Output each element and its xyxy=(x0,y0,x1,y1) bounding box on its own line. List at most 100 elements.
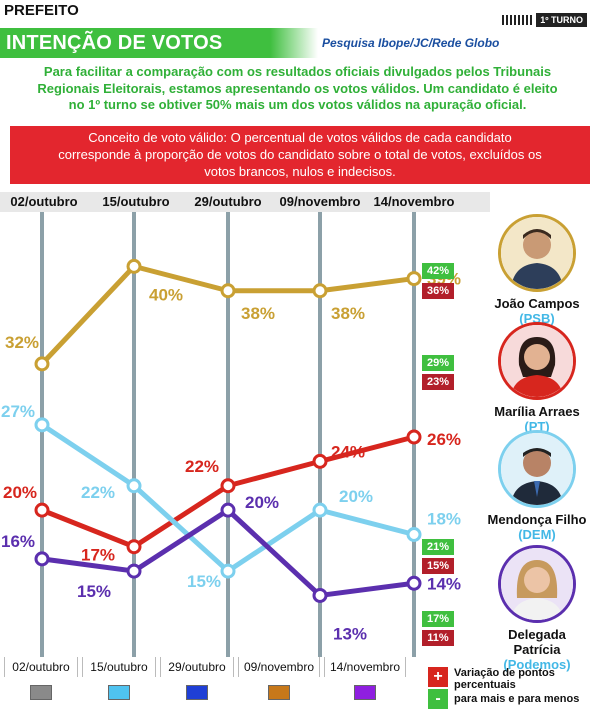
stripes-icon xyxy=(502,15,533,25)
variation-text: Variação de pontos percentuais xyxy=(454,667,555,691)
data-point xyxy=(34,502,50,518)
gridline xyxy=(132,212,136,657)
range-down-badge: 23% xyxy=(422,374,454,390)
candidate-name: Marília Arraes xyxy=(494,404,580,419)
variation-minus-row: - para mais e para menos xyxy=(428,689,593,711)
date-tick: 14/novembro xyxy=(373,194,455,209)
candidate-name: Delegada Patrícia xyxy=(508,627,566,657)
range-up-badge: 21% xyxy=(422,539,454,555)
data-label: 15% xyxy=(187,572,221,591)
range-up-badge: 42% xyxy=(422,263,454,279)
candidate-name: João Campos xyxy=(494,296,580,311)
validity-note: Para facilitar a comparação com os resul… xyxy=(0,64,595,114)
date-tick: 02/outubro xyxy=(10,194,78,209)
data-label: 26% xyxy=(427,430,461,449)
data-label: 27% xyxy=(1,402,35,421)
candidate-photo xyxy=(498,430,576,508)
data-label: 18% xyxy=(427,510,461,529)
legend-swatch xyxy=(354,685,376,700)
data-point xyxy=(34,356,50,372)
variation-line: percentuais xyxy=(454,679,516,691)
source-label: Pesquisa Ibope/JC/Rede Globo xyxy=(322,36,500,50)
candidate-party: (DEM) xyxy=(518,527,556,542)
data-label: 38% xyxy=(331,304,365,323)
range-down-badge: 15% xyxy=(422,558,454,574)
data-label: 40% xyxy=(149,285,183,304)
person-icon xyxy=(501,433,573,505)
data-point xyxy=(406,575,422,591)
legend-item: 15/outubro xyxy=(82,657,156,700)
legend-label: 02/outubro xyxy=(4,657,78,677)
date-axis: 02/outubro 15/outubro 29/outubro 09/nove… xyxy=(0,192,490,212)
data-label: 13% xyxy=(333,624,367,643)
date-tick: 15/outubro xyxy=(102,194,170,209)
gridline xyxy=(318,212,322,657)
legend-label: 14/novembro xyxy=(324,657,406,677)
data-label: 32% xyxy=(5,333,39,352)
concept-note-line: votos brancos, nulos e indecisos. xyxy=(204,164,396,179)
gridline xyxy=(40,212,44,657)
data-point xyxy=(220,502,236,518)
data-point xyxy=(406,429,422,445)
legend-swatch xyxy=(108,685,130,700)
legend: 02/outubro 15/outubro 29/outubro 09/nove… xyxy=(0,657,595,713)
legend-label: 09/novembro xyxy=(238,657,320,677)
legend-item: 29/outubro xyxy=(160,657,234,700)
data-point xyxy=(406,527,422,542)
minus-icon: - xyxy=(428,689,448,709)
data-label: 22% xyxy=(185,457,219,476)
data-label: 38% xyxy=(241,304,275,323)
data-label: 22% xyxy=(81,483,115,502)
data-point xyxy=(312,502,328,518)
candidate-name: Mendonça Filho xyxy=(487,512,587,527)
chart-title: INTENÇÃO DE VOTOS VÁLIDOS xyxy=(0,28,318,84)
data-point xyxy=(34,551,50,567)
data-label: 20% xyxy=(245,493,279,512)
validity-note-line: Regionais Eleitorais, estamos apresentan… xyxy=(37,80,558,96)
data-label: 20% xyxy=(3,483,37,502)
data-label: 15% xyxy=(77,582,111,601)
section-label: PREFEITO xyxy=(4,2,79,19)
gridline xyxy=(226,212,230,657)
range-down-badge: 11% xyxy=(422,630,454,646)
data-point xyxy=(126,539,142,555)
range-up-badge: 17% xyxy=(422,611,454,627)
legend-label: 15/outubro xyxy=(82,657,156,677)
legend-swatch xyxy=(186,685,208,700)
data-point xyxy=(126,478,142,494)
range-down-badge: 36% xyxy=(422,283,454,299)
data-point xyxy=(406,271,422,287)
variation-legend: + Variação de pontos percentuais - para … xyxy=(428,667,593,711)
candidate-marilia-arraes: Marília Arraes (PT) xyxy=(487,322,587,434)
legend-label: 29/outubro xyxy=(160,657,234,677)
data-point xyxy=(126,563,142,579)
candidate-photo xyxy=(498,214,576,292)
candidate-joao-campos: João Campos (PSB) xyxy=(487,214,587,326)
legend-swatch xyxy=(268,685,290,700)
validity-note-line: Para facilitar a comparação com os resul… xyxy=(43,64,552,79)
data-point xyxy=(220,478,236,494)
data-point xyxy=(312,453,328,469)
validity-note-line: no 1º turno se obtiver 50% mais um dos v… xyxy=(68,97,527,112)
turno-badge: 1º TURNO xyxy=(502,13,587,27)
candidate-party: (Podemos) xyxy=(503,657,571,672)
data-label: 24% xyxy=(331,442,365,461)
title-bar: INTENÇÃO DE VOTOS VÁLIDOS Pesquisa Ibope… xyxy=(0,28,595,84)
range-up-badge: 29% xyxy=(422,355,454,371)
data-point xyxy=(220,563,236,579)
concept-note: Conceito de voto válido: O percentual de… xyxy=(10,126,590,184)
data-label: 16% xyxy=(1,532,35,551)
top-bar: PREFEITO 1º TURNO xyxy=(0,0,595,27)
candidate-photo xyxy=(498,545,576,623)
line-chart: 32%40%38% 38%39%20%17%22%24%26%27%22%15%2… xyxy=(1,212,461,657)
concept-note-line: corresponde à proporção de votos do cand… xyxy=(58,147,542,162)
person-icon xyxy=(501,217,573,289)
date-tick: 29/outubro xyxy=(194,194,262,209)
legend-item: 14/novembro xyxy=(324,657,406,700)
variation-plus-row: + Variação de pontos percentuais xyxy=(428,667,593,691)
legend-item: 09/novembro xyxy=(238,657,320,700)
data-point xyxy=(126,258,142,274)
candidate-photo xyxy=(498,322,576,400)
date-tick: 09/novembro xyxy=(279,194,361,209)
data-point xyxy=(220,283,236,299)
